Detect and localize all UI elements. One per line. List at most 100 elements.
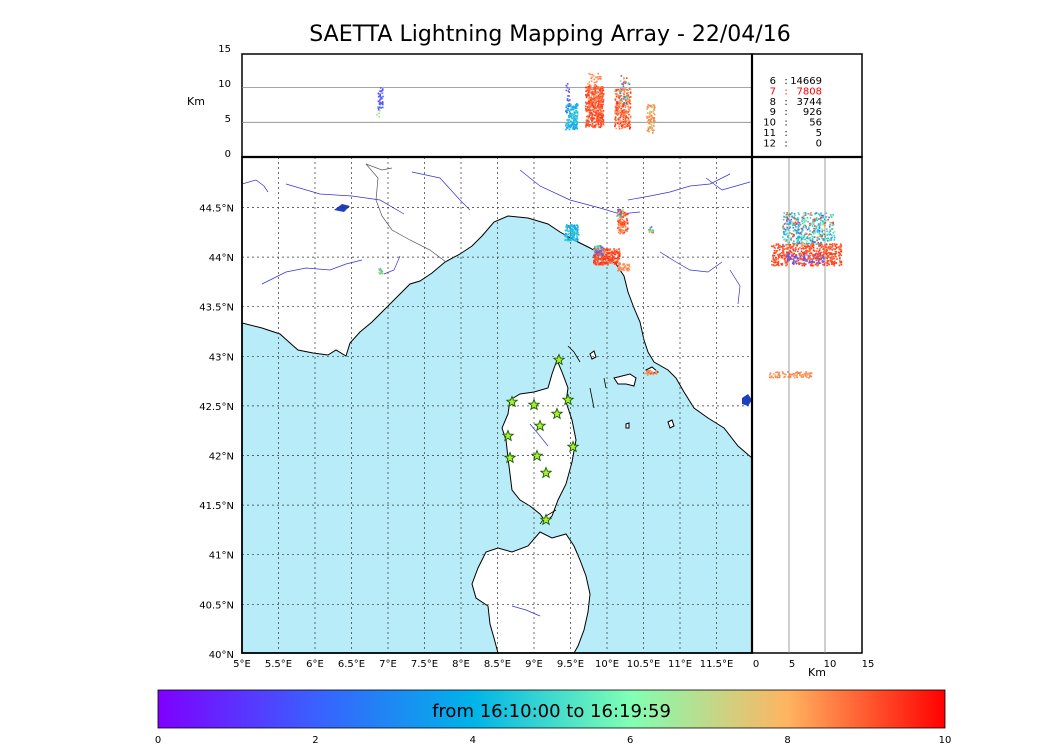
lightning-source <box>788 219 791 222</box>
lightning-source <box>812 258 815 260</box>
lightning-source <box>624 126 626 129</box>
lightning-source <box>807 242 809 245</box>
lightning-source <box>568 125 571 127</box>
lightning-source <box>839 257 841 260</box>
lightning-source <box>792 254 794 257</box>
lightning-source <box>593 249 595 252</box>
lightning-source <box>591 93 594 95</box>
lightning-source <box>795 256 797 258</box>
lightning-source <box>381 101 384 103</box>
lightning-source <box>602 101 604 103</box>
lightning-source <box>817 218 820 220</box>
lightning-source <box>565 232 567 235</box>
lightning-source <box>647 370 649 373</box>
lightning-source <box>820 258 822 261</box>
lightning-source <box>601 86 603 88</box>
lightning-source <box>604 250 606 253</box>
lma-stations <box>501 353 580 526</box>
lightning-source <box>573 231 576 233</box>
lightning-source <box>378 271 380 274</box>
lightning-source <box>615 104 618 107</box>
lightning-source <box>626 125 628 128</box>
lightning-source <box>566 229 569 232</box>
lightning-source <box>789 375 792 378</box>
lightning-source <box>617 107 620 110</box>
lightning-source <box>649 227 652 230</box>
lightning-source <box>785 256 788 259</box>
river <box>242 179 269 193</box>
lightning-source <box>821 231 823 233</box>
lightning-source <box>773 254 776 257</box>
lightning-source <box>570 233 572 236</box>
lightning-source <box>593 91 595 94</box>
lightning-source <box>588 97 590 100</box>
lightning-source <box>599 112 602 114</box>
lightning-source <box>628 102 631 104</box>
lightning-source <box>621 103 624 105</box>
lightning-source <box>585 120 588 122</box>
lightning-source <box>802 376 804 378</box>
lightning-source <box>629 123 631 126</box>
lightning-source <box>588 114 591 116</box>
lightning-source <box>597 98 600 100</box>
lightning-source <box>616 122 619 125</box>
lightning-source <box>595 107 598 110</box>
lightning-source <box>806 250 809 252</box>
lightning-source <box>804 250 807 253</box>
lat-tick-label: 44.5°N <box>199 204 234 215</box>
lightning-source <box>573 116 576 118</box>
lightning-source <box>621 221 623 223</box>
lightning-source <box>649 111 651 114</box>
lightning-source <box>791 255 793 257</box>
lightning-source <box>824 222 826 224</box>
lightning-source <box>791 221 794 224</box>
lightning-source <box>586 124 589 127</box>
lightning-source <box>791 215 793 218</box>
lightning-source <box>625 122 628 124</box>
lightning-source <box>381 89 384 91</box>
lightning-source <box>618 123 620 126</box>
lightning-source <box>785 244 787 246</box>
lightning-source <box>591 117 594 120</box>
lightning-source <box>623 93 625 96</box>
lightning-source <box>779 252 781 255</box>
lightning-source <box>626 228 629 230</box>
lightning-source <box>602 103 604 106</box>
lightning-source <box>829 252 831 254</box>
lightning-source <box>839 260 841 262</box>
lightning-source <box>783 231 785 234</box>
lightning-source <box>819 253 821 256</box>
lightning-source <box>628 124 630 127</box>
lightning-source <box>792 249 795 252</box>
lightning-source <box>825 256 827 259</box>
lightning-source <box>565 110 567 112</box>
lightning-source <box>609 262 612 264</box>
lightning-source <box>595 111 597 114</box>
lightning-source <box>645 372 647 374</box>
lightning-source <box>819 262 822 264</box>
lightning-source <box>797 243 799 245</box>
lightning-source <box>598 245 601 247</box>
lightning-source <box>813 261 815 263</box>
lightning-source <box>589 99 592 102</box>
lon-tick-label: 9.5°E <box>557 659 584 670</box>
lat-tick-label: 41°N <box>209 551 234 562</box>
lightning-source <box>382 103 384 106</box>
lightning-source <box>568 103 571 105</box>
lightning-source <box>796 256 799 259</box>
lightning-source <box>839 243 842 245</box>
lightning-source <box>777 247 779 249</box>
lightning-source <box>601 96 603 99</box>
lightning-source <box>823 251 825 253</box>
lightning-source <box>625 223 627 226</box>
lightning-source <box>795 372 797 374</box>
lightning-source <box>594 84 596 86</box>
lightning-source <box>622 81 625 84</box>
lightning-source <box>572 128 574 130</box>
lat-tick-label: 42°N <box>209 452 234 463</box>
lightning-source <box>616 107 618 109</box>
lightning-source <box>803 214 806 217</box>
lightning-source <box>619 99 622 101</box>
lightning-source <box>598 106 600 108</box>
lightning-source <box>783 212 785 214</box>
